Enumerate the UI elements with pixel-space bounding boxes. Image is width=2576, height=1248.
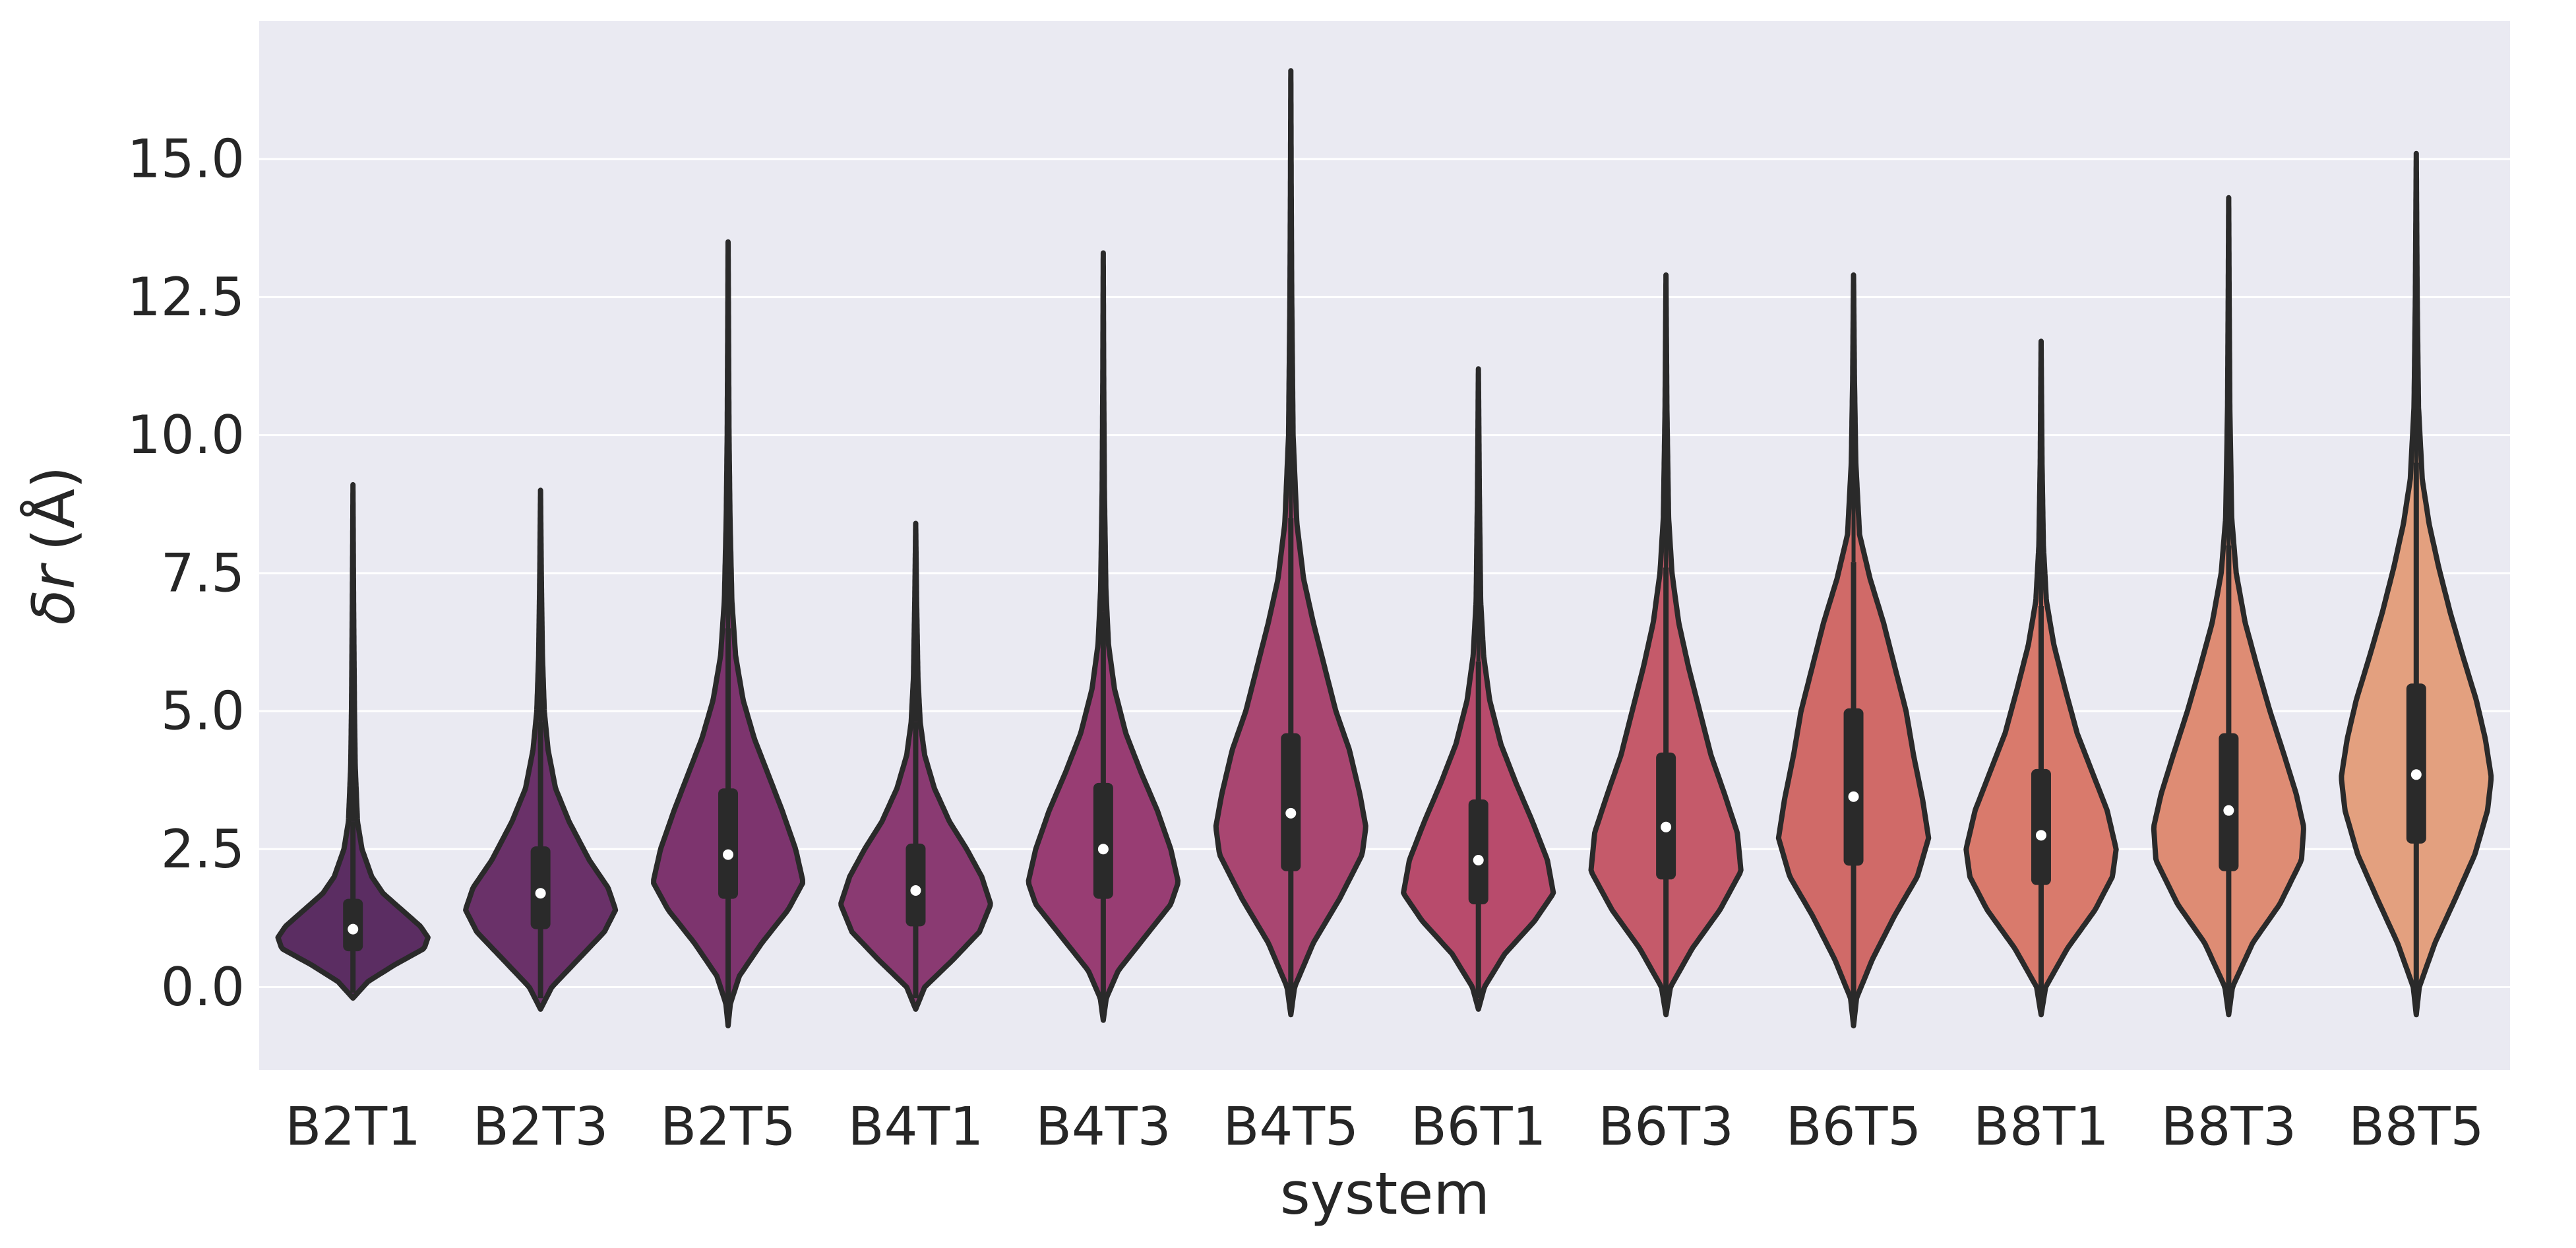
violin-B2T5 — [651, 239, 805, 1029]
violin-iqr-box — [2219, 733, 2239, 871]
violin-iqr-box — [1093, 782, 1113, 899]
y-tick-label: 7.5 — [161, 542, 245, 604]
y-tick-label: 10.0 — [127, 404, 245, 466]
violin-median-point — [1285, 807, 1297, 819]
grid-lines — [259, 158, 2510, 988]
x-tick-label: B6T5 — [1786, 1096, 1922, 1158]
violin-iqr-box — [2031, 768, 2051, 885]
y-axis-label: δr (Å) — [20, 466, 88, 625]
violin-median-point — [1473, 855, 1484, 865]
violin-B6T3 — [1588, 272, 1744, 1018]
x-tick-label: B4T5 — [1223, 1096, 1359, 1158]
y-tick-label: 2.5 — [161, 819, 245, 880]
y-tick-label: 5.0 — [161, 681, 245, 742]
y-axis-label-unit: (Å) — [20, 466, 88, 551]
violin-B6T5 — [1775, 272, 1932, 1029]
x-tick-label: B4T3 — [1035, 1096, 1171, 1158]
x-tick-label: B8T5 — [2348, 1096, 2484, 1158]
violins — [275, 68, 2494, 1029]
violin-iqr-box — [905, 843, 926, 927]
x-axis-label: system — [1280, 1160, 1490, 1228]
x-tick-label: B2T3 — [473, 1096, 609, 1158]
x-tick-label: B6T1 — [1411, 1096, 1547, 1158]
x-tick-label: B2T5 — [660, 1096, 796, 1158]
y-tick-label: 12.5 — [127, 266, 245, 328]
y-axis-label-greek: δ — [20, 590, 88, 625]
violin-B4T1 — [838, 520, 993, 1012]
violin-median-point — [2410, 769, 2422, 780]
violin-iqr-box — [2406, 683, 2426, 844]
x-tick-label: B4T1 — [848, 1096, 984, 1158]
violin-iqr-box — [1281, 733, 1301, 871]
violin-median-point — [2223, 805, 2234, 816]
violin-median-point — [723, 849, 734, 860]
violin-iqr-box — [1468, 799, 1488, 904]
violin-B2T1 — [275, 482, 431, 1001]
violin-median-point — [1848, 791, 1859, 802]
violin-B6T1 — [1401, 366, 1556, 1012]
x-tick-labels: B2T1 B2T3 B2T5 B4T1 B4T3 B4T5 B6T1 B6T3 B6T5 B8T1… — [285, 1096, 2484, 1158]
violin-median-point — [910, 885, 921, 896]
violin-median-point — [2035, 830, 2046, 841]
violin-B2T3 — [463, 487, 619, 1012]
x-tick-label: B8T1 — [1973, 1096, 2109, 1158]
x-tick-label: B6T3 — [1598, 1096, 1734, 1158]
y-tick-label: 0.0 — [161, 956, 245, 1018]
violin-median-point — [348, 923, 359, 935]
violin-iqr-box — [1843, 708, 1864, 866]
violin-iqr-box — [718, 788, 739, 899]
violin-iqr-box — [1656, 752, 1676, 880]
x-tick-label: B8T3 — [2161, 1096, 2297, 1158]
plot-background — [259, 21, 2510, 1070]
x-tick-label: B2T1 — [285, 1096, 421, 1158]
y-axis-label-variable: r — [20, 563, 88, 590]
y-tick-labels: 0.0 2.5 5.0 7.5 10.0 12.5 15.0 — [127, 129, 245, 1018]
violin-B8T3 — [2151, 195, 2306, 1018]
violin-iqr-box — [530, 846, 551, 929]
violin-median-point — [1661, 821, 1672, 832]
y-tick-label: 15.0 — [127, 129, 245, 190]
violin-B8T1 — [1963, 338, 2119, 1018]
violin-B4T3 — [1026, 250, 1181, 1023]
violin-median-point — [535, 888, 546, 899]
violin-B8T5 — [2339, 150, 2494, 1018]
violin-median-point — [1097, 844, 1109, 855]
violin-B4T5 — [1213, 68, 1368, 1018]
